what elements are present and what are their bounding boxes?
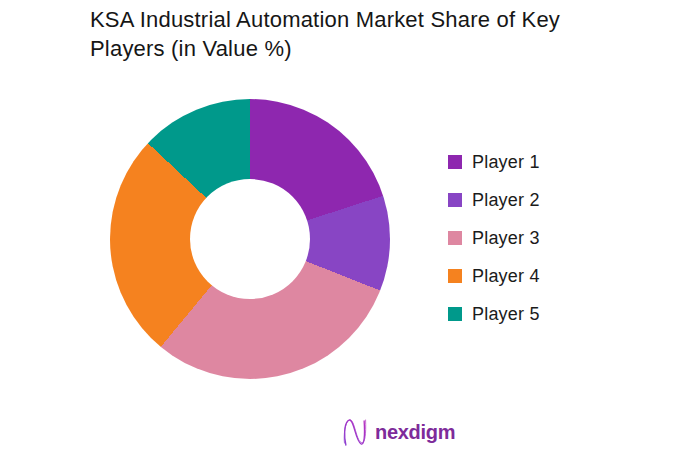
legend-item-player-4: Player 4 <box>448 264 540 288</box>
legend-item-player-1: Player 1 <box>448 150 540 174</box>
nexdigm-n-wave-icon <box>343 417 368 448</box>
legend-item-player-5: Player 5 <box>448 302 540 326</box>
donut-chart <box>110 99 390 379</box>
brand-wordmark: nexdigm <box>375 421 455 444</box>
legend-swatch-player-2 <box>448 193 462 207</box>
legend-swatch-player-3 <box>448 231 462 245</box>
chart-title: KSA Industrial Automation Market Share o… <box>90 5 635 63</box>
donut-hole <box>190 179 310 299</box>
legend-label: Player 5 <box>472 304 540 325</box>
legend-label: Player 1 <box>472 152 540 173</box>
legend-item-player-2: Player 2 <box>448 188 540 212</box>
legend-swatch-player-4 <box>448 269 462 283</box>
legend-swatch-player-1 <box>448 155 462 169</box>
legend-label: Player 4 <box>472 266 540 287</box>
brand-logo: nexdigm <box>343 417 455 448</box>
legend-swatch-player-5 <box>448 307 462 321</box>
legend-item-player-3: Player 3 <box>448 226 540 250</box>
legend-label: Player 3 <box>472 228 540 249</box>
chart-legend: Player 1 Player 2 Player 3 Player 4 Play… <box>448 150 540 340</box>
legend-label: Player 2 <box>472 190 540 211</box>
